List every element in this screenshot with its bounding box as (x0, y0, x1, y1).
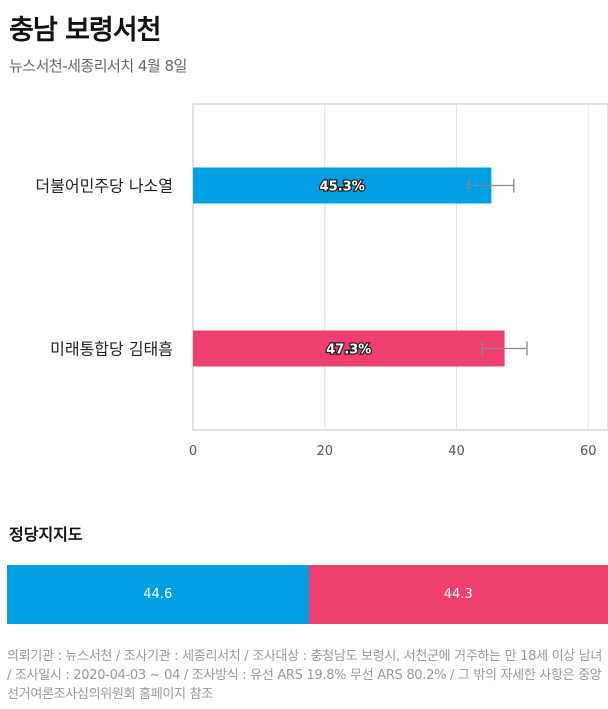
party-support-segment-united-future: 44.3 (308, 565, 608, 624)
bar (193, 167, 492, 204)
candidate-bar-chart: 0 20 40 60 더불어민주당 나소열 45.3% 미래통합당 김태흠 47.3% (35, 103, 608, 459)
party-support-title: 정당지지도 (9, 525, 83, 544)
y-category-label: 더불어민주당 나소열 (35, 177, 173, 196)
plot-frame (192, 103, 608, 431)
x-tick-label: 40 (448, 444, 465, 459)
y-category-label: 미래통합당 김태흠 (50, 340, 173, 359)
bar-value-label: 47.3% (326, 343, 371, 358)
x-tick-label: 60 (580, 444, 597, 459)
survey-footnote: 의뢰기관 : 뉴스서천 / 조사기관 : 세종리서치 / 조사대상 : 충청남도… (7, 649, 603, 702)
bar (193, 330, 505, 367)
x-tick-label: 20 (316, 444, 333, 459)
party-support-value: 44.6 (143, 587, 173, 602)
page-subtitle: 뉴스서천-세종리서치 4월 8일 (9, 57, 187, 75)
x-tick-label: 0 (189, 444, 197, 459)
page-title: 충남 보령서천 (9, 15, 161, 46)
bar-value-label: 45.3% (320, 180, 365, 195)
party-support-value: 44.3 (443, 587, 473, 602)
party-support-bar: 44.6 44.3 (7, 565, 608, 624)
party-support-segment-democratic: 44.6 (7, 565, 309, 624)
